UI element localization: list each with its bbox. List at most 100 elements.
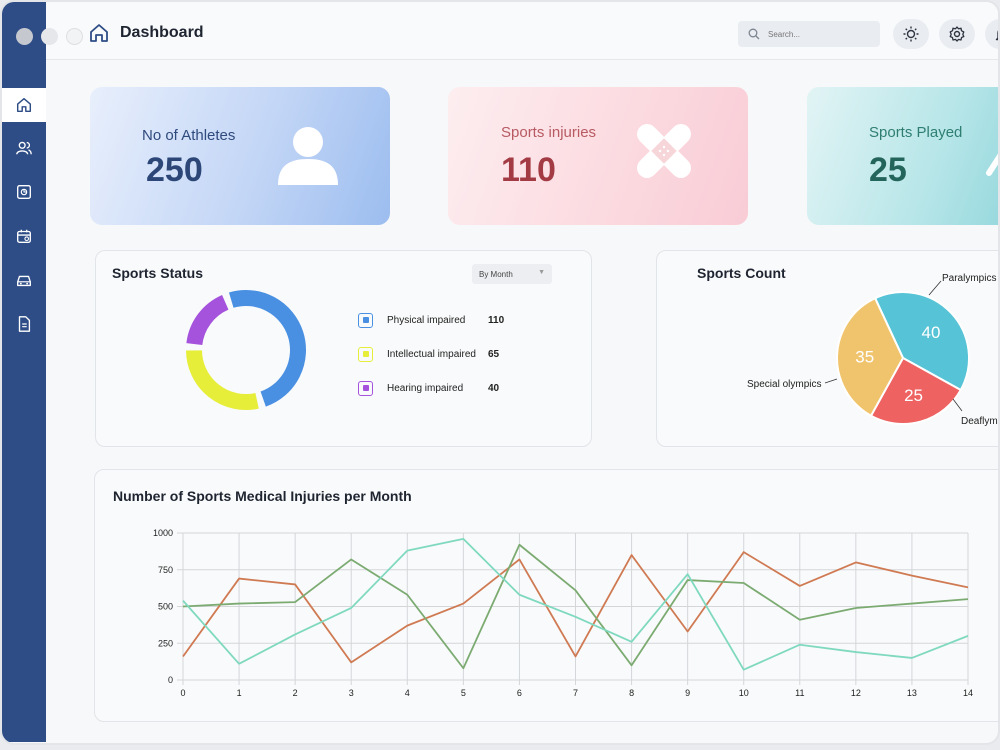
calendar-icon bbox=[17, 229, 31, 243]
x-tick-label: 5 bbox=[461, 688, 466, 698]
x-tick-label: 14 bbox=[963, 688, 973, 698]
legend-swatch bbox=[358, 312, 373, 328]
window-minimize-button[interactable] bbox=[41, 28, 58, 45]
home-icon bbox=[16, 97, 32, 113]
x-tick-label: 8 bbox=[629, 688, 634, 698]
sidebar-item-reports[interactable] bbox=[2, 177, 46, 207]
top-bar: Dashboard bbox=[46, 2, 998, 60]
pie-slice-label: 35 bbox=[855, 348, 874, 367]
pie-annotation: Special olympics bbox=[747, 379, 821, 390]
search-input[interactable] bbox=[768, 29, 868, 39]
y-tick-label: 0 bbox=[168, 675, 173, 685]
donut-segment bbox=[186, 294, 229, 346]
legend-value: 110 bbox=[488, 314, 505, 326]
series-line bbox=[182, 551, 969, 664]
page-title: Dashboard bbox=[120, 24, 204, 41]
y-tick-label: 750 bbox=[158, 565, 173, 575]
x-tick-label: 0 bbox=[180, 688, 185, 698]
status-donut-chart bbox=[186, 290, 306, 410]
search-icon bbox=[748, 28, 760, 40]
sidebar-item-vehicle[interactable] bbox=[2, 265, 46, 295]
sports-status-panel: Sports Status By Month ▼ Physical impair… bbox=[95, 250, 592, 447]
notifications-button[interactable] bbox=[985, 19, 998, 49]
theme-toggle-button[interactable] bbox=[893, 19, 929, 49]
dropdown-value: By Month bbox=[479, 269, 513, 279]
donut-segment bbox=[228, 290, 306, 407]
stat-label: No of Athletes bbox=[142, 127, 236, 144]
injuries-line-panel: Number of Sports Medical Injuries per Mo… bbox=[94, 469, 998, 722]
x-tick-label: 3 bbox=[349, 688, 354, 698]
legend-label: Hearing impaired bbox=[387, 382, 464, 394]
x-tick-label: 7 bbox=[573, 688, 578, 698]
period-dropdown[interactable]: By Month ▼ bbox=[472, 264, 552, 284]
settings-button[interactable] bbox=[939, 19, 975, 49]
gear-icon bbox=[949, 26, 965, 42]
legend-item: Intellectual impaired 65 bbox=[358, 344, 499, 364]
bandage-icon bbox=[637, 124, 691, 178]
legend-swatch bbox=[358, 346, 373, 362]
x-tick-label: 6 bbox=[517, 688, 522, 698]
leader-line bbox=[928, 280, 942, 296]
donut-segment bbox=[186, 350, 259, 410]
x-tick-label: 1 bbox=[237, 688, 242, 698]
report-icon bbox=[17, 185, 31, 199]
x-tick-label: 10 bbox=[739, 688, 749, 698]
search-bar[interactable] bbox=[738, 21, 880, 47]
panel-title: Sports Count bbox=[697, 265, 786, 281]
stat-label: Sports injuries bbox=[501, 124, 597, 141]
sports-count-panel: Sports Count 40 25 35 Paralympics Special … bbox=[656, 250, 1000, 447]
chevron-down-icon: ▼ bbox=[538, 269, 545, 276]
sun-icon bbox=[903, 26, 919, 42]
legend-value: 40 bbox=[488, 382, 500, 394]
x-tick-label: 4 bbox=[405, 688, 410, 698]
pie-slice bbox=[836, 296, 905, 418]
vehicle-icon bbox=[17, 275, 31, 287]
users-icon bbox=[16, 141, 32, 155]
legend-swatch bbox=[358, 380, 373, 396]
stat-value: 110 bbox=[501, 151, 556, 189]
leader-line bbox=[952, 398, 963, 412]
sidebar-item-calendar[interactable] bbox=[2, 221, 46, 251]
person-icon bbox=[278, 127, 338, 185]
window-controls bbox=[16, 28, 83, 45]
stat-value: 25 bbox=[869, 151, 907, 189]
stat-card-injuries[interactable]: Sports injuries 110 bbox=[448, 87, 748, 225]
bell-icon bbox=[995, 30, 998, 41]
sports-count-pie-chart: 40 25 35 Paralympics Special olympics Deaf… bbox=[747, 273, 1000, 427]
pie-annotation: Deaflympics bbox=[961, 416, 1000, 427]
pie-annotation: Paralympics bbox=[942, 273, 996, 284]
series-line bbox=[182, 537, 969, 671]
x-tick-label: 13 bbox=[907, 688, 917, 698]
y-tick-label: 500 bbox=[158, 602, 173, 612]
pie-slice-label: 40 bbox=[922, 323, 941, 342]
stat-label: Sports Played bbox=[869, 124, 963, 141]
y-tick-label: 1000 bbox=[153, 528, 173, 538]
legend-item: Physical impaired 110 bbox=[358, 310, 504, 330]
x-tick-label: 9 bbox=[685, 688, 690, 698]
sidebar bbox=[2, 2, 46, 742]
legend-label: Physical impaired bbox=[387, 314, 466, 326]
panel-title: Number of Sports Medical Injuries per Mo… bbox=[113, 488, 412, 504]
y-tick-label: 250 bbox=[158, 638, 173, 648]
leader-line bbox=[824, 378, 838, 384]
stat-value: 250 bbox=[146, 151, 203, 189]
pie-slice-label: 25 bbox=[904, 386, 923, 405]
window-maximize-button[interactable] bbox=[66, 28, 83, 45]
document-icon bbox=[18, 316, 31, 332]
legend-label: Intellectual impaired bbox=[387, 348, 476, 360]
sidebar-item-users[interactable] bbox=[2, 133, 46, 163]
x-tick-label: 11 bbox=[795, 688, 804, 698]
pie-slice bbox=[873, 291, 970, 392]
x-tick-label: 2 bbox=[293, 688, 298, 698]
stat-card-sports[interactable]: Sports Played 25 bbox=[807, 87, 998, 225]
window-close-button[interactable] bbox=[16, 28, 33, 45]
sidebar-item-documents[interactable] bbox=[2, 309, 46, 339]
pie-slice bbox=[869, 356, 963, 425]
home-icon[interactable] bbox=[88, 22, 110, 44]
legend-item: Hearing impaired 40 bbox=[358, 378, 499, 398]
sidebar-item-home[interactable] bbox=[2, 88, 46, 122]
x-tick-label: 12 bbox=[851, 688, 861, 698]
stat-card-athletes[interactable]: No of Athletes 250 bbox=[90, 87, 390, 225]
